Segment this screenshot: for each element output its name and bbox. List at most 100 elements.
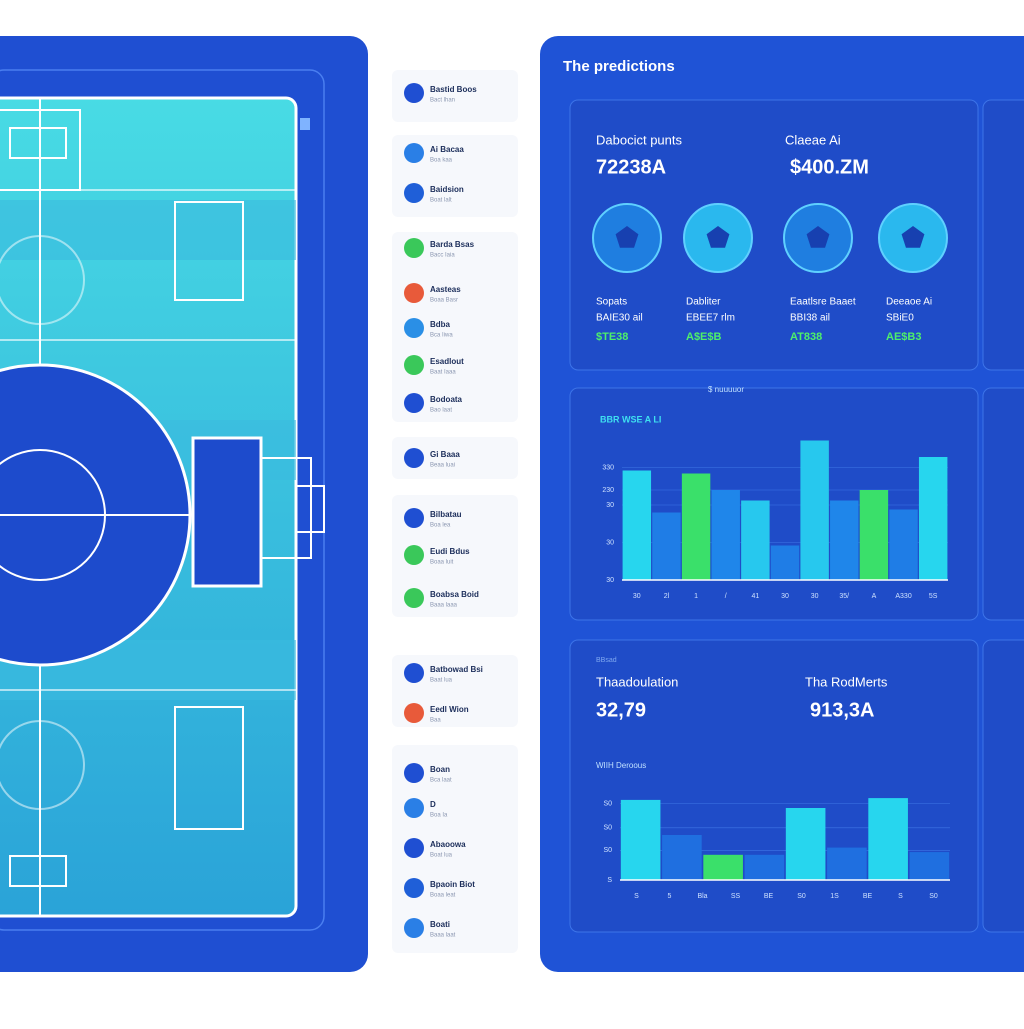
stat-value: $400.ZM <box>790 156 869 178</box>
ball-line: AT838 <box>790 331 822 343</box>
item-title: Aasteas <box>430 285 461 294</box>
ball-line: BBI38 ail <box>790 313 830 324</box>
stat-label: Tha RodMerts <box>805 674 888 689</box>
bar <box>859 490 889 580</box>
ball-line: SBiE0 <box>886 313 914 324</box>
item-title: Bastid Boos <box>430 85 477 94</box>
item-icon <box>404 83 424 103</box>
stat-label: Thaadoulation <box>596 674 678 689</box>
y-tick-label: 330 <box>602 464 614 471</box>
item-icon <box>404 318 424 338</box>
field-panel <box>0 36 368 972</box>
item-title: Bpaoin Biot <box>430 880 475 889</box>
item-sub: Baat Iaaa <box>430 370 456 376</box>
bar <box>711 490 740 580</box>
ball-patch <box>901 226 925 248</box>
bar <box>741 500 770 580</box>
item-sub: Beaa luai <box>430 463 455 469</box>
item-title: D <box>430 800 436 809</box>
item-title: Eedl Wion <box>430 705 469 714</box>
item-icon <box>404 838 424 858</box>
sidebar <box>392 70 518 953</box>
chart-caption: BBsad <box>596 657 617 664</box>
item-sub: Bacc Iaia <box>430 253 455 259</box>
y-tick-label: 230 <box>602 487 614 494</box>
item-icon <box>404 283 424 303</box>
x-tick-label: BE <box>764 893 774 900</box>
x-tick-label: Bla <box>697 893 707 900</box>
bar <box>785 808 826 880</box>
x-tick-label: 5S <box>929 593 938 600</box>
bar <box>909 852 950 880</box>
item-title: Eudi Bdus <box>430 547 470 556</box>
item-title: Bilbatau <box>430 510 462 519</box>
x-tick-label: 30 <box>633 593 641 600</box>
item-sub: Bca laat <box>430 778 452 784</box>
x-tick-label: 5 <box>668 893 672 900</box>
item-sub: Boat lua <box>430 853 453 859</box>
x-tick-label: A330 <box>895 593 911 600</box>
ball-line: $TE38 <box>596 331 628 343</box>
x-tick-label: BE <box>863 893 873 900</box>
bar <box>703 854 743 880</box>
panel-title: The predictions <box>563 58 675 75</box>
item-title: Bdba <box>430 320 451 329</box>
x-tick-label: 2l <box>664 593 670 600</box>
stat-label: Dabocict punts <box>596 132 682 147</box>
item-title: Bodoata <box>430 395 463 404</box>
ball-patch <box>706 226 730 248</box>
item-icon <box>404 703 424 723</box>
x-tick-label: 30 <box>811 593 819 600</box>
bar <box>622 470 652 580</box>
ball-line: BAIE30 ail <box>596 313 643 324</box>
item-sub: Baaa laaa <box>430 603 458 609</box>
item-sub: Boa lea <box>430 523 451 529</box>
ball-line: A$E$B <box>686 331 722 343</box>
bar <box>800 440 829 580</box>
item-icon <box>404 183 424 203</box>
stat-value: 32,79 <box>596 699 646 721</box>
item-sub: Baa <box>430 718 441 724</box>
item-icon <box>404 918 424 938</box>
item-sub: Boat lalt <box>430 198 452 204</box>
y-tick-label: S0 <box>603 800 612 807</box>
item-icon <box>404 663 424 683</box>
bar <box>744 854 785 880</box>
x-tick-label: 1 <box>694 593 698 600</box>
x-tick-label: S0 <box>797 893 806 900</box>
x-tick-label: SS <box>731 893 741 900</box>
item-sub: Boaa Basr <box>430 298 458 304</box>
chart-title: WIIH Deroous <box>596 761 646 770</box>
ball-line: AE$B3 <box>886 331 921 343</box>
stat-label: Claeae Ai <box>785 132 841 147</box>
item-title: Barda Bsas <box>430 240 475 249</box>
y-tick-label: 30 <box>606 577 614 584</box>
x-tick-label: 35/ <box>839 593 849 600</box>
y-tick-label: 30 <box>606 539 614 546</box>
item-title: Esadlout <box>430 357 464 366</box>
item-title: Gi Baaa <box>430 450 460 459</box>
item-sub: Bao laat <box>430 408 452 414</box>
item-sub: Boa Ia <box>430 813 448 819</box>
ball-patch <box>806 226 830 248</box>
x-tick-label: S0 <box>929 893 938 900</box>
ball-label: Dabliter <box>686 297 721 308</box>
item-title: Boabsa Boid <box>430 590 479 599</box>
bar <box>830 500 859 580</box>
ball-label: Eaatlsre Baaet <box>790 297 856 308</box>
item-icon <box>404 798 424 818</box>
item-sub: Baaa laat <box>430 933 456 939</box>
bar <box>918 457 948 580</box>
item-icon <box>404 143 424 163</box>
item-icon <box>404 393 424 413</box>
stat-value: 72238A <box>596 156 666 178</box>
y-tick-label: 30 <box>606 502 614 509</box>
item-icon <box>404 763 424 783</box>
item-title: Ai Bacaa <box>430 145 464 154</box>
item-icon <box>404 545 424 565</box>
ball-label: Deeaoe Ai <box>886 297 932 308</box>
x-tick-label: 30 <box>781 593 789 600</box>
item-title: Batbowad Bsi <box>430 665 483 674</box>
item-icon <box>404 508 424 528</box>
